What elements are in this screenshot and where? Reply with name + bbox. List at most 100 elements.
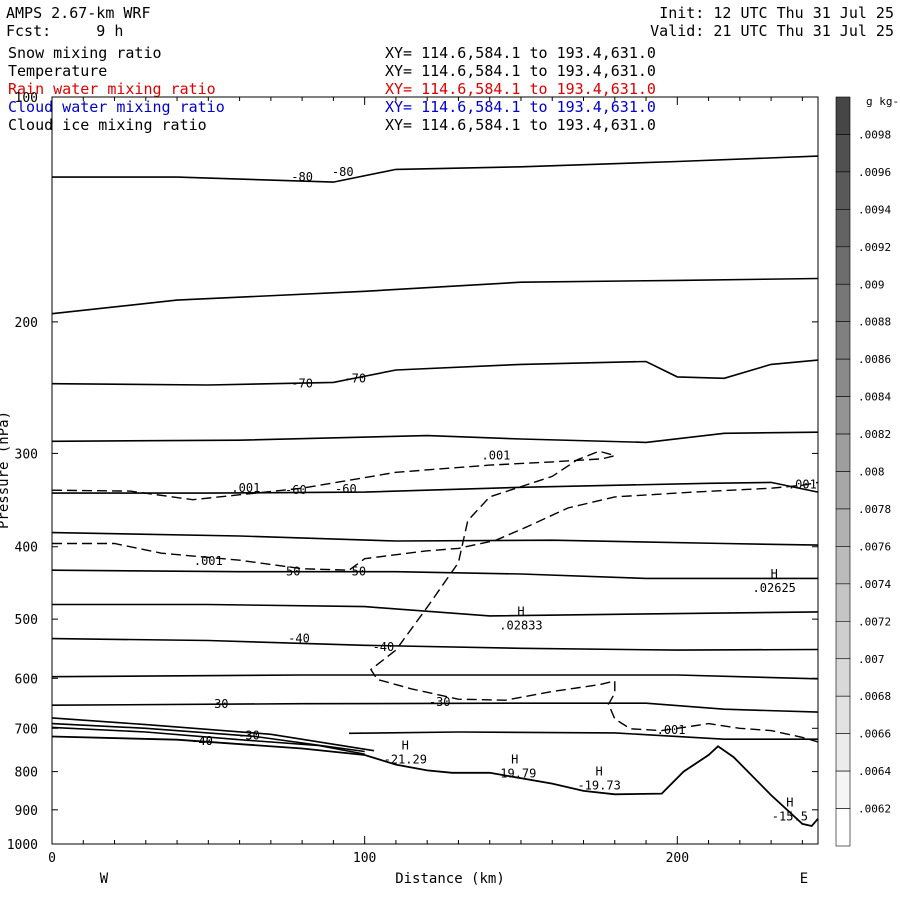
east-label: E	[800, 871, 808, 887]
y-tick-label: 700	[15, 722, 38, 737]
x-axis-label: Distance (km)	[395, 871, 505, 887]
colorbar-swatch	[835, 134, 851, 173]
isotherm-line	[51, 569, 818, 580]
colorbar-label: .0064	[858, 765, 891, 778]
field-name-cloud-ice: Cloud ice mixing ratio	[8, 116, 207, 134]
colorbar-labels: .0098 .0096 .0094 .0092 .009 .0088 .0086 .0084.…	[858, 128, 891, 815]
cloud-ice-label: .001	[482, 449, 511, 463]
y-tick-label: 900	[15, 804, 38, 819]
colorbar-label: .0088	[858, 316, 891, 329]
isotherm-label: -40	[191, 734, 213, 748]
cloud-ice-label: .001	[788, 477, 817, 491]
field-coords-cloud-ice: XY= 114.6,584.1 to 193.4,631.0	[385, 116, 656, 134]
colorbar-label: .0082	[858, 428, 891, 441]
colorbar-label: .0094	[858, 203, 891, 216]
isotherm-label: -30	[207, 697, 229, 711]
extremum-value: -19.73	[577, 778, 620, 792]
extremum-h-marker: H	[402, 738, 409, 752]
y-tick-label: 500	[15, 613, 38, 628]
extremum-value: .02833	[499, 618, 542, 632]
isotherm-line	[51, 674, 819, 680]
isotherm-line	[51, 637, 819, 651]
isotherm-label: -50	[279, 565, 301, 579]
isotherm-label: -70	[291, 377, 313, 391]
x-tick-label: 100	[353, 851, 376, 866]
surface-isotherm-line	[51, 726, 365, 755]
isotherm-label: -40	[288, 632, 310, 646]
colorbar-swatches	[835, 96, 851, 847]
colorbar-swatch	[835, 171, 851, 210]
field-name-cloud-water: Cloud water mixing ratio	[8, 98, 225, 116]
colorbar-swatch	[835, 358, 851, 397]
field-name-rain: Rain water mixing ratio	[8, 80, 216, 98]
extremum-value: -19.79	[493, 767, 536, 781]
isotherm-label: -30	[429, 695, 451, 709]
isotherm-line	[52, 603, 819, 617]
isotherm-line	[51, 431, 819, 444]
isotherm-line	[348, 731, 818, 740]
field-coords-snow: XY= 114.6,584.1 to 193.4,631.0	[385, 44, 656, 62]
y-tick-label: 600	[15, 672, 38, 687]
terrain-path	[51, 735, 819, 827]
colorbar-swatch	[835, 583, 851, 622]
x-tick-label: 200	[666, 851, 689, 866]
colorbar-swatch	[835, 770, 851, 809]
isotherm-label: -60	[335, 482, 357, 496]
contour-labels: -80 -70 -60 -50 -40 -30 -40 -80 -70 -60 -50 -40 -30 -…	[191, 165, 817, 748]
isotherm-label: -60	[285, 483, 307, 497]
extremum-h-marker: H	[596, 764, 603, 778]
isotherm-label: -80	[332, 165, 354, 179]
colorbar-swatch	[835, 546, 851, 585]
colorbar-label: .0098	[858, 128, 891, 141]
colorbar-unit: g kg-1	[866, 95, 900, 108]
y-axis-label: Pressure (hPa)	[0, 411, 12, 529]
colorbar-label: .008	[858, 466, 885, 479]
x-tick-label: 0	[48, 851, 56, 866]
isotherm-line	[52, 155, 819, 183]
forecast-hour: Fcst: 9 h	[6, 22, 124, 40]
colorbar-label: .0072	[858, 615, 891, 628]
extremum-value: -15.5	[772, 809, 808, 823]
west-label: W	[100, 871, 109, 887]
colorbar-swatch	[835, 471, 851, 510]
isotherm-label: -50	[344, 565, 366, 579]
field-coords-cloud-water: XY= 114.6,584.1 to 193.4,631.0	[385, 98, 656, 116]
colorbar-swatch	[835, 433, 851, 472]
colorbar-swatch	[835, 658, 851, 697]
isotherm-line	[51, 277, 819, 315]
extremum-value: .02625	[753, 581, 796, 595]
extremum-h-marker: H	[771, 567, 778, 581]
isotherm-line	[51, 531, 819, 546]
isotherm-label: -70	[344, 371, 366, 385]
colorbar-swatch	[835, 808, 851, 847]
colorbar-swatch	[835, 246, 851, 285]
cloud-ice-line	[51, 450, 819, 743]
cloud-ice-line	[52, 481, 819, 571]
colorbar-swatch	[835, 508, 851, 547]
colorbar-swatch	[835, 96, 851, 135]
surface-isotherm-line	[51, 717, 375, 752]
colorbar-label: .0076	[858, 540, 891, 553]
extremum-value: -21.29	[384, 752, 427, 766]
cloud-ice-label: .001	[657, 723, 686, 737]
cloud-ice-contours	[51, 450, 819, 743]
colorbar-label: .0074	[858, 578, 891, 591]
colorbar-label: .0092	[858, 241, 891, 254]
colorbar: g kg-1 .0098 .0096 .0094 .0092 .009 .0088 .008…	[835, 95, 900, 847]
colorbar-label: .0096	[858, 166, 891, 179]
y-tick-label: 400	[15, 541, 38, 556]
terrain-line	[51, 735, 819, 827]
colorbar-swatch	[835, 283, 851, 323]
field-name-temperature: Temperature	[8, 62, 108, 80]
colorbar-label: .0068	[858, 690, 891, 703]
y-tick-label: 100	[15, 91, 38, 106]
extremum-h-marker: H	[786, 795, 793, 809]
valid-time: Valid: 21 UTC Thu 31 Jul 25	[650, 22, 894, 40]
colorbar-swatch	[835, 620, 851, 660]
extremum-h-marker: H	[517, 604, 524, 618]
isotherm-line	[51, 702, 819, 713]
colorbar-label: .0084	[858, 391, 891, 404]
